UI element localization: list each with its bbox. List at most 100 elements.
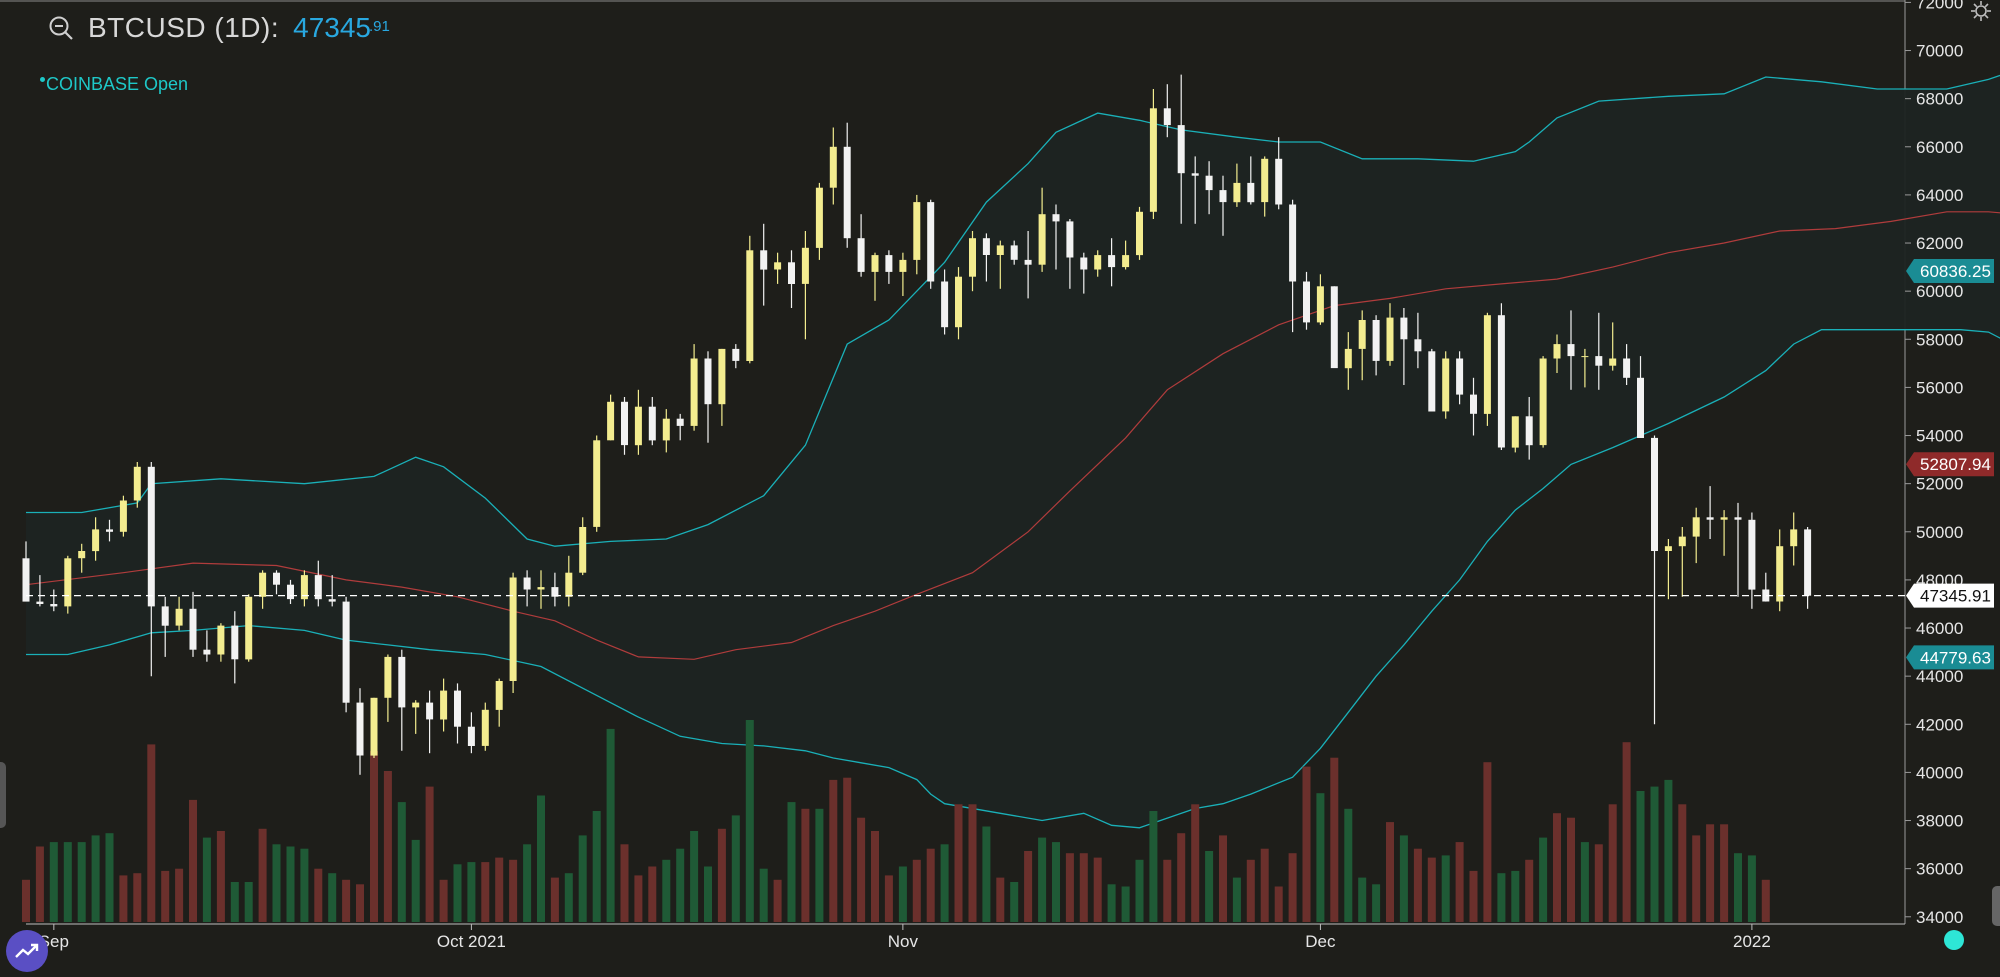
candle [676,413,684,441]
candle-body [22,558,30,602]
candle-body [1442,358,1450,412]
volume-bar [912,859,921,922]
candle-body [843,146,851,239]
candle [634,389,642,455]
trend-avatar-icon[interactable] [6,930,48,972]
candle-body [1734,517,1742,520]
candle-body [1122,255,1130,268]
candle-body [801,247,809,284]
candle-body [370,697,378,756]
candle [969,231,976,292]
candle [941,269,949,335]
volume-bar [523,844,532,922]
candle [1637,356,1644,438]
volume-bar [328,873,337,922]
candle-body [1525,416,1533,446]
volume-bar [1038,837,1047,922]
volume-bar [453,864,462,922]
candle [746,235,754,364]
price-tick-label: 58000 [1916,330,1963,349]
live-dot-icon[interactable] [1944,930,1964,950]
volume-bar [1734,853,1742,922]
candle [440,678,448,732]
candle [189,591,197,657]
candle-body [300,575,308,600]
candle [1205,161,1213,215]
candle [64,555,72,614]
time-tick-label: 2022 [1733,932,1771,951]
candle [203,630,211,662]
volume-bar [1650,786,1659,922]
current-price-badge: 47345.91 [1906,583,1994,608]
candle [495,678,503,727]
candle [133,462,141,508]
volume-bar [258,828,267,922]
candle-body [398,656,406,708]
middle-band-badge-label: 52807.94 [1920,455,1991,474]
volume-bar [1608,804,1617,922]
candle-body [718,348,726,405]
volume-bar [1246,859,1255,922]
price-tick-label: 66000 [1916,138,1963,157]
candle [1414,312,1422,369]
candle [36,575,44,607]
candle-body [259,572,267,597]
lower-band-badge-shape [1906,645,1994,670]
candle-body [1664,546,1672,551]
candle-body [1414,339,1422,352]
volume-bars [22,720,1770,922]
candle-body [245,596,253,660]
candlesticks [22,74,1812,775]
candle [1400,308,1408,385]
candle-body [1651,437,1658,551]
candle-body [1316,286,1324,323]
volume-bar [1177,833,1186,922]
candle [1804,527,1812,609]
left-scroll-handle[interactable] [0,762,6,828]
gear-icon[interactable] [1970,0,1992,22]
volume-bar [105,833,114,922]
volume-bar [1163,859,1172,922]
upper-band-badge-shape [1906,259,1994,284]
volume-bar [1372,884,1381,922]
volume-bar [1553,813,1561,922]
candle [1372,315,1380,376]
last-price: 47345.91 [293,12,390,44]
price-tick-label: 40000 [1916,763,1963,782]
volume-bar [77,842,86,922]
candle-body [509,577,517,681]
candle [1581,348,1589,388]
candle [690,344,698,431]
candle [245,594,253,662]
price-tick-label: 46000 [1916,619,1963,638]
volume-bar [1149,811,1158,922]
price-tick-label: 38000 [1916,812,1963,831]
volume-bar [1219,835,1227,922]
volume-bar [63,842,72,922]
candle [996,240,1004,289]
candle [398,649,406,751]
candle-body [1581,356,1589,358]
candle [801,231,809,340]
volume-bar [1232,877,1241,922]
volume-bar [871,831,879,922]
upper-band-badge: 60836.25 [1906,259,1994,284]
candle [1595,312,1603,390]
candle [927,199,935,289]
candle [106,519,113,542]
candle [1219,175,1227,236]
volume-bar [1052,842,1060,922]
candle-body [607,401,615,441]
volume-bar [175,868,184,922]
axes: 3400036000380004000042000440004600048000… [39,0,1994,951]
right-scroll-handle[interactable] [1992,886,2000,926]
candle-body [1497,315,1505,448]
candle-body [565,572,573,597]
candle-body [328,599,336,602]
zoom-out-icon[interactable] [48,15,74,41]
candle-body [64,558,72,607]
candle [662,409,670,453]
candle [857,214,865,277]
volume-bar [1274,886,1283,922]
